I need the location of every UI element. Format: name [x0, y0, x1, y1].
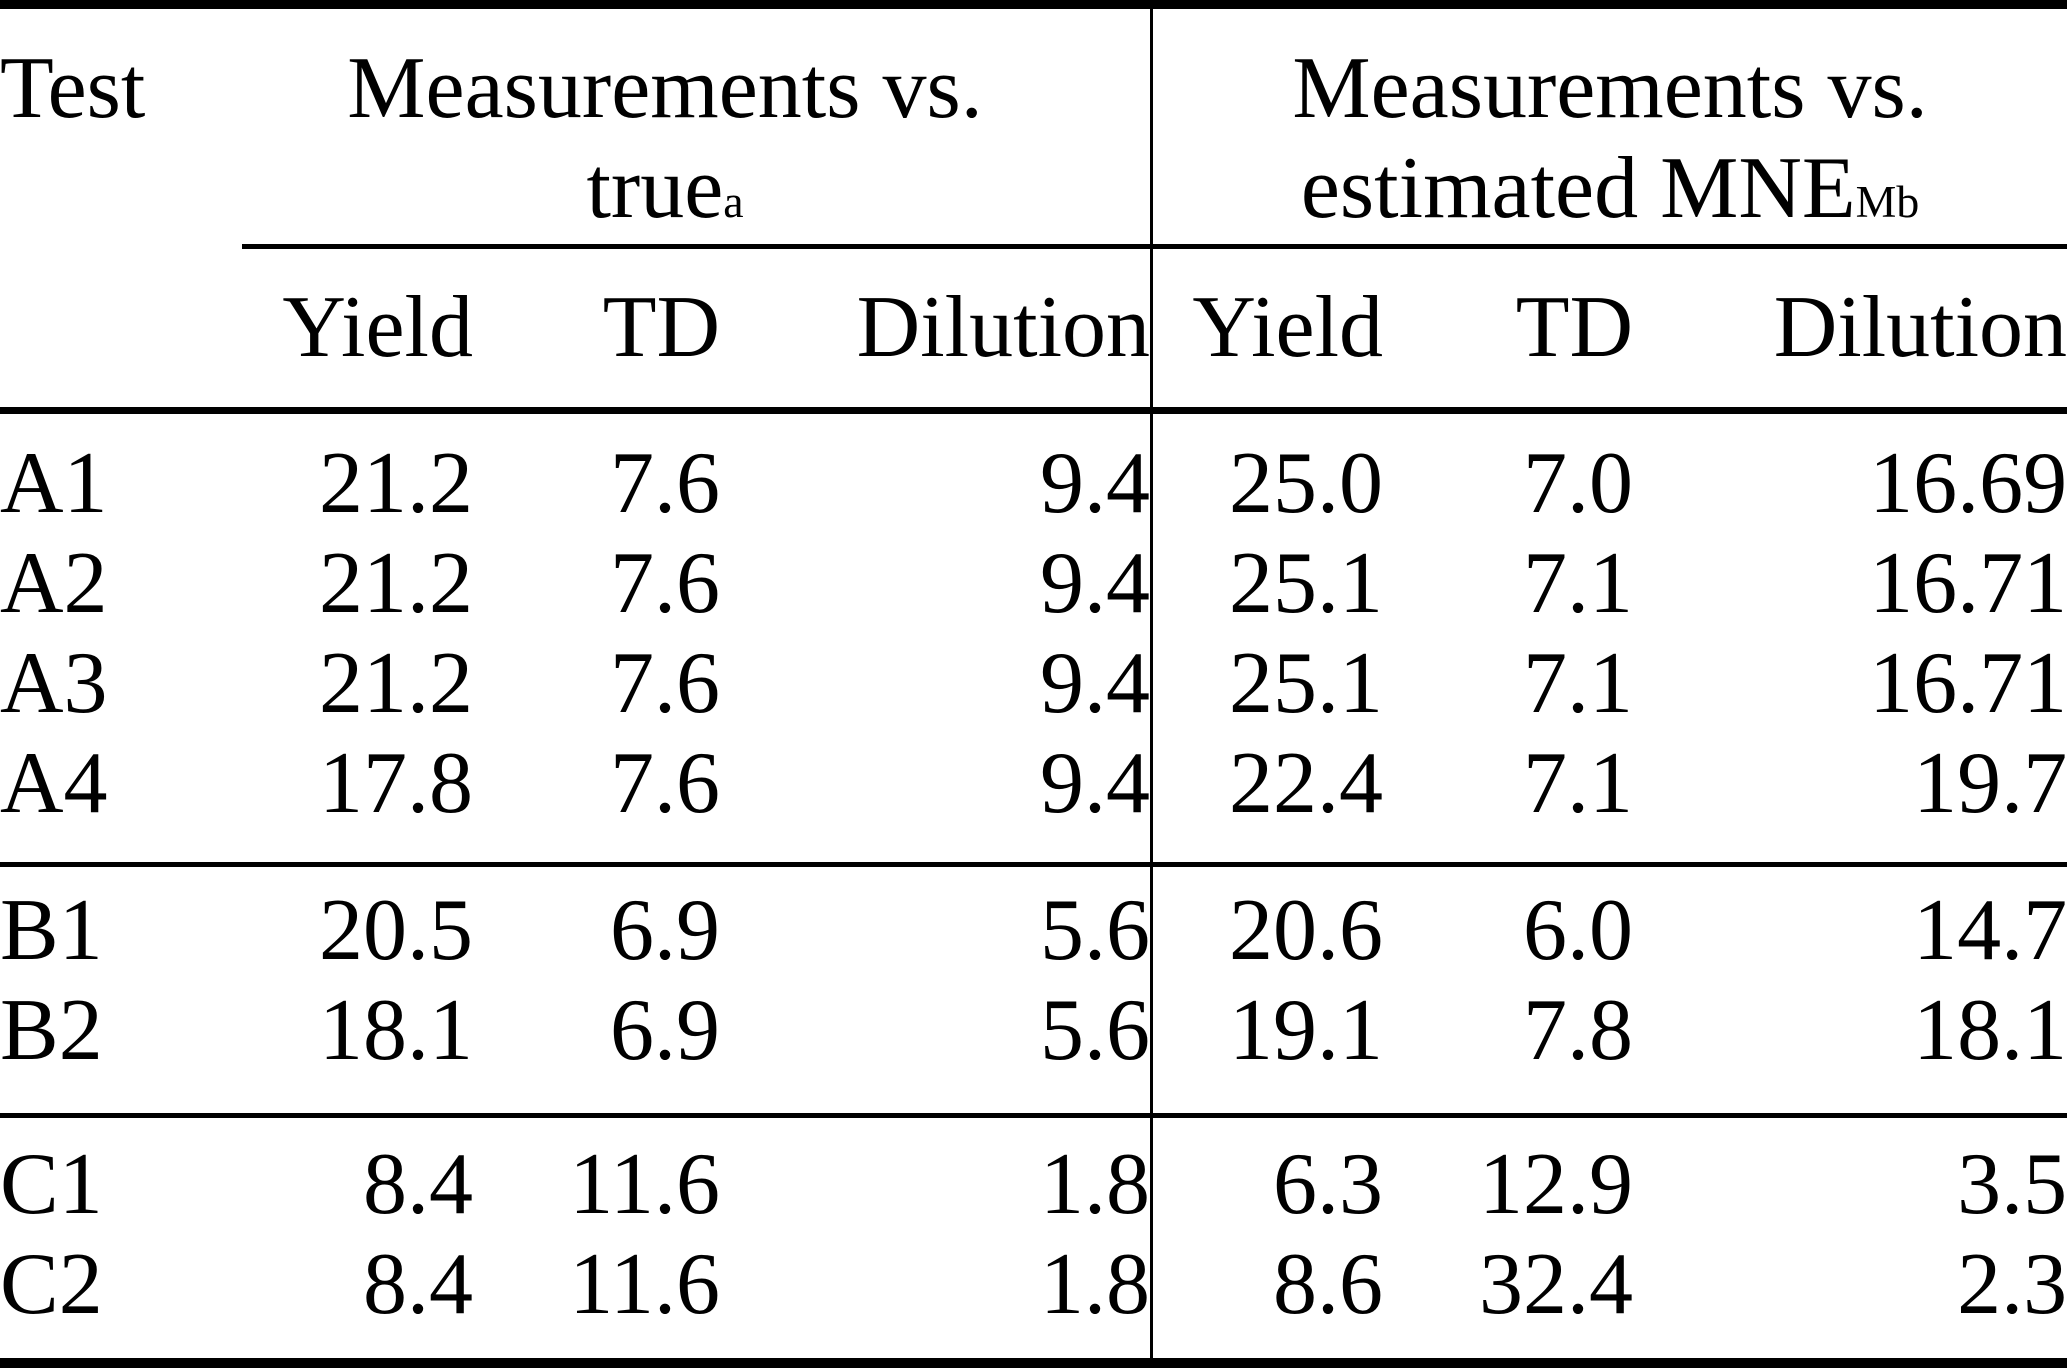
cell-true-yield: 20.5	[180, 862, 473, 981]
cell-true-td: 6.9	[473, 862, 720, 981]
sub-header-true-dilution: Dilution	[720, 249, 1154, 414]
cell-true-dilution: 9.4	[720, 534, 1154, 634]
group1-line1: Measurements vs.	[347, 40, 983, 137]
sub-header-est-td: TD	[1383, 249, 1634, 414]
group-header-measurements-vs-true: Measurements vs. truea	[180, 9, 1154, 244]
cell-estimated-yield: 25.1	[1229, 635, 1384, 732]
sub-header-empty	[0, 249, 180, 414]
section-c: C1 8.4 11.6 1.8 6.3 12.9 3.5 C2 8.4 11.6 1.8 8.6 32.…	[0, 1113, 2067, 1358]
cell-true-yield: 17.8	[319, 735, 473, 832]
row-label: B1	[0, 862, 180, 981]
cell-true-td: 11.6	[569, 1236, 720, 1333]
group-header-measurements-vs-estimated-mnem: Measurements vs. estimated MNEMb	[1153, 9, 2067, 244]
cell-true-yield: 21.2	[319, 535, 473, 632]
table-row: A1 21.2 7.6 9.4 25.0 7.0 16.69	[0, 414, 2067, 534]
section-a: A1 21.2 7.6 9.4 25.0 7.0 16.69 A2 21.2 7.6 9.4 25.1…	[0, 414, 2067, 862]
group2-line1: Measurements vs.	[1292, 40, 1928, 137]
cell-estimated-td: 32.4	[1479, 1236, 1634, 1333]
cell-true-yield: 21.2	[319, 635, 473, 732]
group1-line2-base: true	[586, 140, 724, 237]
sub-header-est-yield: Yield	[1153, 249, 1384, 414]
test-column-header: Test	[0, 40, 146, 137]
cell-estimated-dilution: 18.1	[1913, 982, 2067, 1079]
cell-true-yield: 8.4	[180, 1113, 473, 1235]
row-label: B2	[0, 982, 103, 1079]
row-label: A4	[0, 735, 108, 832]
cell-true-dilution: 1.8	[720, 1113, 1154, 1235]
cell-estimated-yield: 25.0	[1229, 435, 1384, 532]
superscript-b: b	[1896, 176, 1920, 227]
cell-true-dilution: 9.4	[720, 734, 1154, 862]
rule-cell	[180, 244, 2067, 249]
cell-true-td: 7.6	[610, 435, 720, 532]
cell-true-td: 7.6	[610, 535, 720, 632]
cell-true-dilution: 5.6	[720, 862, 1154, 981]
cell-true-td: 7.6	[610, 635, 720, 732]
partial-rule-row	[0, 244, 2067, 249]
cell-estimated-dilution: 16.71	[1869, 535, 2067, 632]
cell-true-dilution: 9.4	[720, 634, 1154, 734]
table-row: B1 20.5 6.9 5.6 20.6 6.0 14.7	[0, 862, 2067, 981]
cell-estimated-td: 7.0	[1523, 435, 1634, 532]
cell-estimated-td: 7.1	[1523, 735, 1634, 832]
cmid-rule	[242, 244, 2067, 249]
cell-true-yield: 8.4	[363, 1236, 473, 1333]
sub-header-true-yield: Yield	[180, 249, 473, 414]
cell-estimated-yield: 19.1	[1229, 982, 1384, 1079]
cell-estimated-yield: 8.6	[1273, 1236, 1384, 1333]
subscript-m: M	[1855, 176, 1897, 227]
cell-true-yield: 18.1	[319, 982, 473, 1079]
cell-estimated-dilution: 16.71	[1869, 635, 2067, 732]
table-row: B2 18.1 6.9 5.6 19.1 7.8 18.1	[0, 981, 2067, 1113]
cell-true-yield: 21.2	[319, 435, 473, 532]
row-label: A3	[0, 635, 108, 732]
row-label: C2	[0, 1236, 103, 1333]
row-label: C1	[0, 1113, 180, 1235]
cell-estimated-dilution: 2.3	[1957, 1236, 2067, 1333]
cell-estimated-td: 12.9	[1383, 1113, 1634, 1235]
cell-estimated-dilution: 19.7	[1913, 735, 2067, 832]
cell-estimated-dilution: 3.5	[1633, 1113, 2067, 1235]
table-row: C1 8.4 11.6 1.8 6.3 12.9 3.5	[0, 1113, 2067, 1235]
cell-true-td: 6.9	[610, 982, 720, 1079]
cell-true-td: 7.6	[610, 735, 720, 832]
group2-line2-base: estimated MNE	[1300, 140, 1856, 237]
cell-true-dilution: 9.4	[720, 414, 1154, 534]
row-label: A2	[0, 535, 108, 632]
cell-true-dilution: 5.6	[720, 981, 1154, 1113]
superscript-a: a	[723, 176, 744, 227]
cell-estimated-yield: 22.4	[1229, 735, 1384, 832]
cell-estimated-td: 6.0	[1383, 862, 1634, 981]
cell-estimated-dilution: 16.69	[1869, 435, 2067, 532]
cell-true-dilution: 1.8	[720, 1235, 1154, 1358]
row-label: A1	[0, 435, 108, 532]
cell-estimated-td: 7.1	[1523, 535, 1634, 632]
sub-header-row: Yield TD Dilution Yield TD Dilution	[0, 249, 2067, 414]
group-header-row: Test Measurements vs. truea Measurements…	[0, 9, 2067, 244]
group1-line2: truea	[180, 139, 1150, 239]
sub-header-true-td: TD	[473, 249, 720, 414]
table-row: A3 21.2 7.6 9.4 25.1 7.1 16.71	[0, 634, 2067, 734]
cell-estimated-td: 7.1	[1523, 635, 1634, 732]
cell-estimated-td: 7.8	[1523, 982, 1634, 1079]
sub-header-est-dilution: Dilution	[1633, 249, 2067, 414]
section-b: B1 20.5 6.9 5.6 20.6 6.0 14.7 B2 18.1 6.9 5.6 19.1 7…	[0, 862, 2067, 1113]
table-row: A2 21.2 7.6 9.4 25.1 7.1 16.71	[0, 534, 2067, 634]
cell-estimated-yield: 6.3	[1153, 1113, 1384, 1235]
table-header: Test Measurements vs. truea Measurements…	[0, 9, 2067, 414]
cell-estimated-yield: 20.6	[1153, 862, 1384, 981]
cell-estimated-dilution: 14.7	[1633, 862, 2067, 981]
group2-line2: estimated MNEMb	[1153, 139, 2067, 239]
cell-true-td: 11.6	[473, 1113, 720, 1235]
table-row: A4 17.8 7.6 9.4 22.4 7.1 19.7	[0, 734, 2067, 862]
table-row: C2 8.4 11.6 1.8 8.6 32.4 2.3	[0, 1235, 2067, 1358]
cell-estimated-yield: 25.1	[1229, 535, 1384, 632]
